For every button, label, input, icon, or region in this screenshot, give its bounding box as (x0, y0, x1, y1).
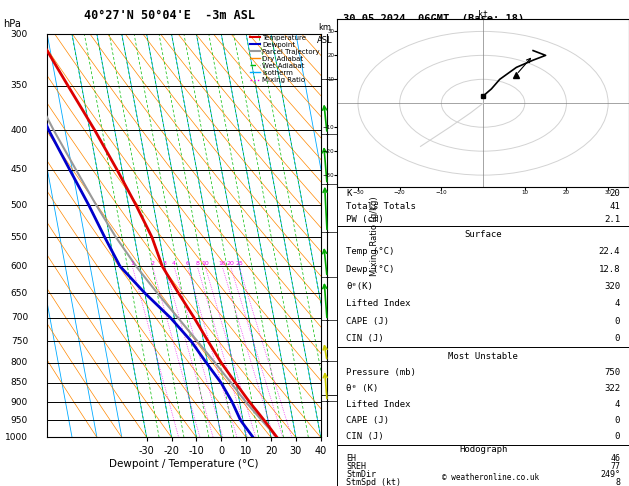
Bar (337, 445, 629, 486)
Text: CAPE (J): CAPE (J) (346, 416, 389, 425)
Text: 7: 7 (357, 129, 361, 138)
Text: 8: 8 (196, 261, 199, 266)
Text: 1: 1 (357, 397, 361, 406)
Text: 2: 2 (150, 261, 155, 266)
Text: Pressure (mb): Pressure (mb) (346, 368, 416, 377)
Text: Mixing Ratio (g/kg): Mixing Ratio (g/kg) (370, 196, 379, 276)
Text: 30.05.2024  06GMT  (Base: 18): 30.05.2024 06GMT (Base: 18) (343, 14, 524, 24)
Text: 600: 600 (11, 262, 28, 271)
Text: 0: 0 (615, 317, 620, 326)
Text: Hodograph: Hodograph (459, 445, 507, 454)
Text: 4: 4 (615, 299, 620, 309)
Bar (337, 187, 629, 226)
Text: 2: 2 (357, 357, 361, 366)
Text: CAPE (J): CAPE (J) (346, 317, 389, 326)
Text: 6: 6 (186, 261, 189, 266)
Text: 77: 77 (610, 462, 620, 471)
Text: 20: 20 (226, 261, 235, 266)
Text: Lifted Index: Lifted Index (346, 400, 410, 409)
Text: 0: 0 (615, 432, 620, 441)
Text: 3: 3 (163, 261, 167, 266)
Text: 750: 750 (11, 336, 28, 346)
Text: θᵉ(K): θᵉ(K) (346, 282, 373, 291)
Text: 400: 400 (11, 126, 28, 135)
Text: 25: 25 (235, 261, 243, 266)
Text: 450: 450 (11, 165, 28, 174)
Text: CIN (J): CIN (J) (346, 432, 384, 441)
Text: Temp (°C): Temp (°C) (346, 247, 394, 256)
Text: 0: 0 (615, 416, 620, 425)
Text: 12.8: 12.8 (599, 264, 620, 274)
Text: 6: 6 (357, 180, 361, 189)
Text: 350: 350 (11, 81, 28, 90)
Text: hPa: hPa (3, 19, 21, 29)
Text: 1000: 1000 (5, 433, 28, 442)
Legend: Temperature, Dewpoint, Parcel Trajectory, Dry Adiabat, Wet Adiabat, Isotherm, Mi: Temperature, Dewpoint, Parcel Trajectory… (249, 34, 321, 84)
Text: 46: 46 (610, 454, 620, 463)
Text: PW (cm): PW (cm) (346, 215, 384, 224)
Text: km: km (318, 22, 331, 32)
Text: EH: EH (346, 454, 356, 463)
Bar (337, 347, 629, 445)
Text: Lifted Index: Lifted Index (346, 299, 410, 309)
Text: Most Unstable: Most Unstable (448, 352, 518, 361)
Text: 40°27'N 50°04'E  -3m ASL: 40°27'N 50°04'E -3m ASL (84, 9, 255, 22)
Text: 41: 41 (610, 202, 620, 211)
Text: 4: 4 (172, 261, 176, 266)
Text: 8: 8 (615, 478, 620, 486)
Text: 650: 650 (11, 289, 28, 297)
Text: © weatheronline.co.uk: © weatheronline.co.uk (442, 473, 539, 482)
Text: 16: 16 (218, 261, 226, 266)
Text: 10: 10 (201, 261, 209, 266)
Text: 700: 700 (11, 313, 28, 322)
Text: 4: 4 (357, 273, 361, 282)
Text: ASL: ASL (317, 36, 332, 46)
Text: 20: 20 (610, 189, 620, 198)
Text: 0: 0 (615, 334, 620, 343)
Text: 1: 1 (130, 261, 134, 266)
Text: 850: 850 (11, 379, 28, 387)
Text: Totals Totals: Totals Totals (346, 202, 416, 211)
Text: Dewp (°C): Dewp (°C) (346, 264, 394, 274)
Text: 22.4: 22.4 (599, 247, 620, 256)
Bar (337, 226, 629, 347)
Text: StmSpd (kt): StmSpd (kt) (346, 478, 401, 486)
Text: 500: 500 (11, 201, 28, 209)
Text: CIN (J): CIN (J) (346, 334, 384, 343)
Text: Surface: Surface (464, 230, 502, 239)
Text: 900: 900 (11, 398, 28, 407)
Text: 5: 5 (357, 228, 361, 237)
Text: 950: 950 (11, 416, 28, 425)
Text: θᵉ (K): θᵉ (K) (346, 384, 378, 393)
Text: 750: 750 (604, 368, 620, 377)
Text: K: K (346, 189, 351, 198)
Text: 322: 322 (604, 384, 620, 393)
Text: 3: 3 (357, 316, 361, 325)
Text: SREH: SREH (346, 462, 366, 471)
Text: 300: 300 (11, 30, 28, 38)
Text: 2.1: 2.1 (604, 215, 620, 224)
Text: 320: 320 (604, 282, 620, 291)
Text: 8: 8 (357, 74, 361, 84)
Bar (337, 19, 629, 187)
Text: 4: 4 (615, 400, 620, 409)
Text: LCL: LCL (357, 391, 370, 400)
Text: 550: 550 (11, 233, 28, 242)
Text: 249°: 249° (600, 469, 620, 479)
Text: 800: 800 (11, 358, 28, 367)
X-axis label: Dewpoint / Temperature (°C): Dewpoint / Temperature (°C) (109, 459, 259, 469)
Text: StmDir: StmDir (346, 469, 376, 479)
